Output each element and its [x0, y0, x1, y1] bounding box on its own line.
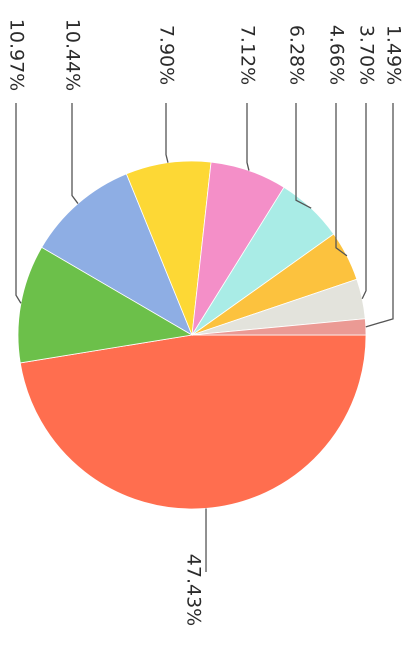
slice-label: 47.43% [183, 554, 205, 626]
slice-label: 7.90% [156, 25, 178, 85]
slice-labels: 47.43% 10.97% 10.44% 7.90% 7.12% 6.28% 4.66% 3.… [6, 19, 405, 626]
leader-line [15, 103, 22, 304]
pie-slice [19, 334, 367, 510]
slice-label: 10.97% [6, 19, 28, 91]
label-leader-lines [15, 103, 394, 572]
leader-line [246, 103, 250, 171]
slice-label: 4.66% [326, 25, 348, 85]
slice-label: 3.70% [356, 25, 378, 85]
leader-line [71, 103, 79, 204]
leader-line [365, 103, 394, 328]
slice-label: 1.49% [383, 25, 405, 85]
slice-label: 6.28% [286, 25, 308, 85]
leader-line [295, 103, 312, 209]
pie-slices [17, 160, 367, 510]
leader-line [335, 103, 348, 257]
pie-slice [17, 246, 194, 364]
leader-line [165, 103, 169, 163]
slice-label: 10.44% [62, 19, 84, 91]
leader-line [361, 103, 367, 300]
pie-slice [41, 173, 193, 336]
slice-label: 7.12% [237, 25, 259, 85]
